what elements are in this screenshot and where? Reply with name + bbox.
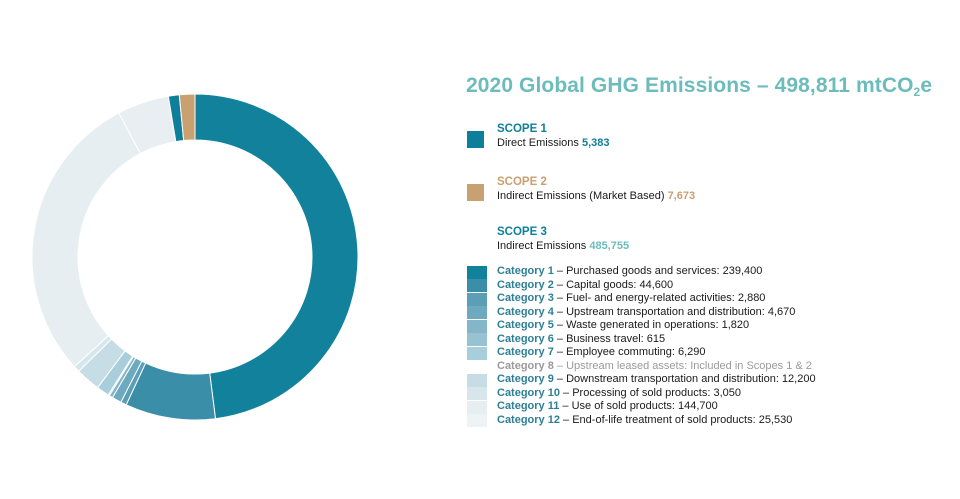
category-entry: Category 5 – Waste generated in operatio… — [497, 319, 749, 333]
category-description: Upstream leased assets: Included in Scop… — [566, 359, 812, 372]
donut-slice-scope-2 — [178, 93, 196, 142]
category-entry: Category 9 – Downstream transportation a… — [497, 373, 816, 387]
category-dash: – — [553, 265, 567, 277]
scope-2-description: Indirect Emissions (Market Based) 7,673 — [497, 190, 696, 202]
category-swatch — [467, 306, 487, 319]
category-name: Category 10 — [497, 386, 560, 399]
category-description: Capital goods: 44,600 — [566, 278, 674, 291]
category-description: Waste generated in operations: 1,820 — [566, 319, 750, 331]
scope-3-value: 485,755 — [589, 240, 630, 252]
category-dash: – — [553, 305, 567, 318]
category-dash: – — [553, 319, 567, 331]
scope-2-label: SCOPE 2 — [497, 176, 547, 188]
scope-2-value: 7,673 — [667, 190, 696, 202]
category-name: Category 5 — [497, 319, 554, 331]
emissions-donut-chart — [31, 93, 359, 421]
category-description: Use of sold products: 144,700 — [571, 400, 718, 412]
category-name: Category 12 — [497, 413, 560, 426]
donut-slice-category-11 — [31, 112, 142, 368]
scope-1-description: Direct Emissions 5,383 — [497, 137, 610, 149]
category-name: Category 8 — [497, 359, 554, 372]
category-entry: Category 8 – Upstream leased assets: Inc… — [497, 360, 812, 374]
category-entry: Category 7 – Employee commuting: 6,290 — [497, 346, 706, 360]
category-name: Category 9 — [497, 373, 554, 385]
scope-1-value: 5,383 — [581, 137, 610, 149]
scope-1-label: SCOPE 1 — [497, 123, 547, 135]
category-swatch — [467, 346, 487, 360]
category-name: Category 4 — [497, 305, 554, 318]
category-description: Business travel: 615 — [566, 332, 666, 345]
category-swatch — [467, 373, 487, 387]
category-dash: – — [553, 346, 567, 358]
category-name: Category 3 — [497, 292, 554, 304]
category-entry: Category 4 – Upstream transportation and… — [497, 306, 795, 320]
category-dash: – — [559, 386, 573, 399]
category-description: Purchased goods and services: 239,400 — [566, 265, 763, 277]
chart-title: 2020 Global GHG Emissions – 498,811 mtCO… — [466, 74, 933, 99]
category-name: Category 6 — [497, 332, 554, 345]
category-swatch — [467, 292, 487, 306]
category-entry: Category 3 – Fuel- and energy-related ac… — [497, 292, 765, 306]
category-description: End-of-life treatment of sold products: … — [572, 413, 793, 426]
category-description: Upstream transportation and distribution… — [566, 305, 796, 318]
category-dash: – — [553, 292, 567, 304]
category-entry: Category 1 – Purchased goods and service… — [497, 265, 762, 279]
scope-1-swatch — [467, 131, 484, 148]
category-dash: – — [553, 359, 567, 372]
category-dash: – — [553, 332, 567, 345]
category-swatch — [467, 414, 487, 427]
category-name: Category 7 — [497, 346, 554, 358]
scope-3-label: SCOPE 3 — [497, 226, 547, 238]
category-entry: Category 12 – End-of-life treatment of s… — [497, 414, 792, 428]
category-name: Category 11 — [497, 400, 560, 412]
category-description: Employee commuting: 6,290 — [566, 346, 706, 358]
category-swatch — [467, 319, 487, 333]
category-swatch — [467, 400, 487, 414]
category-name: Category 2 — [497, 278, 554, 291]
category-entry: Category 11 – Use of sold products: 144,… — [497, 400, 718, 414]
category-swatch — [467, 387, 487, 400]
category-swatch — [467, 279, 487, 292]
donut-slice-category-1 — [194, 93, 359, 420]
category-entry: Category 2 – Capital goods: 44,600 — [497, 279, 673, 293]
scope-3-description: Indirect Emissions 485,755 — [497, 240, 630, 252]
category-entry: Category 10 – Processing of sold product… — [497, 387, 741, 401]
category-description: Processing of sold products: 3,050 — [572, 386, 741, 399]
category-swatch — [467, 360, 487, 373]
category-description: Fuel- and energy-related activities: 2,8… — [566, 292, 766, 304]
category-swatch — [467, 265, 487, 279]
scope-2-swatch — [467, 184, 484, 201]
category-entry: Category 6 – Business travel: 615 — [497, 333, 665, 347]
category-dash: – — [559, 413, 573, 426]
category-dash: – — [553, 373, 567, 385]
category-dash: – — [559, 400, 572, 412]
category-dash: – — [553, 278, 567, 291]
category-name: Category 1 — [497, 265, 554, 277]
category-swatch — [467, 333, 487, 346]
category-description: Downstream transportation and distributi… — [566, 373, 816, 385]
